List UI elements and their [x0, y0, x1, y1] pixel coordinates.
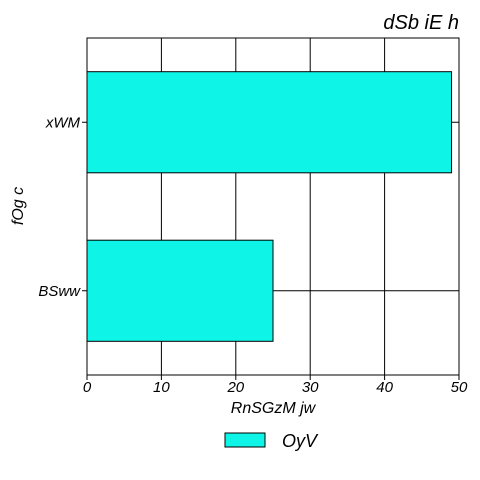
bars: [86, 71, 453, 342]
x-tick-label: 20: [226, 379, 244, 396]
plot-area-frame: [86, 37, 460, 376]
y-axis-label: fOg c: [10, 187, 27, 225]
x-axis-label: RnSGzM jw: [231, 400, 317, 417]
legend-swatch: [224, 432, 266, 448]
legend: OyV: [224, 431, 319, 451]
x-tick-label: 30: [302, 379, 319, 396]
y-category-label: BSww: [38, 283, 81, 300]
legend-label: OyV: [282, 431, 319, 451]
x-tick-label: 40: [376, 379, 393, 396]
bar-xWM: [86, 71, 453, 174]
bar-BSww: [86, 239, 274, 342]
x-tick-label: 10: [153, 379, 170, 396]
y-axis-categories: xWM BSww: [38, 114, 87, 300]
x-axis-ticks: 0 10 20 30 40 50: [83, 375, 468, 396]
y-category-label: xWM: [45, 114, 81, 131]
chart-title: dSb iE h: [383, 12, 459, 34]
x-tick-label: 50: [451, 379, 468, 396]
x-tick-label: 0: [83, 379, 92, 396]
